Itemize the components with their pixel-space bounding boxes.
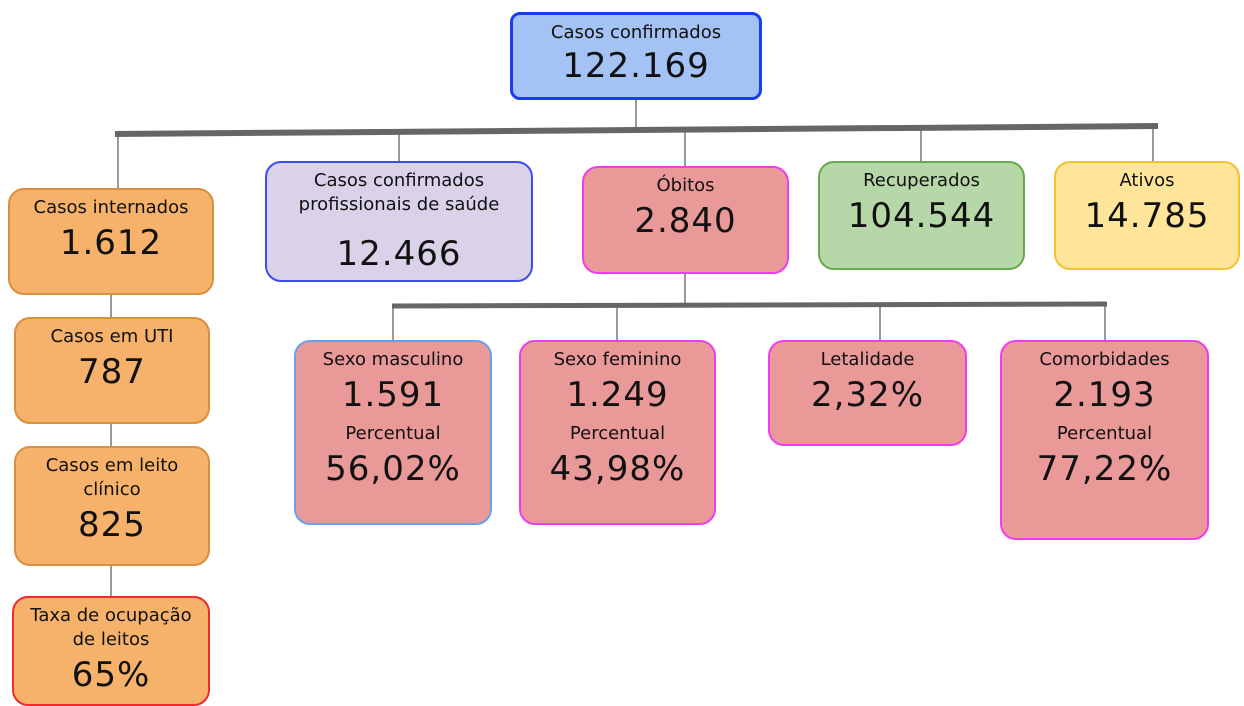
node-value: 787 bbox=[78, 352, 146, 392]
node-box: Letalidade 2,32% bbox=[768, 340, 967, 446]
node-label: Sexo feminino bbox=[553, 349, 682, 370]
node-label: Letalidade bbox=[820, 349, 915, 370]
node-box: Casos confirmados 122.169 bbox=[510, 12, 762, 100]
links bbox=[110, 100, 1154, 596]
node-label: Sexo masculino bbox=[322, 349, 464, 370]
node-sub-label: Percentual bbox=[569, 423, 666, 444]
node-value: 122.169 bbox=[562, 46, 710, 86]
node-value: 12.466 bbox=[336, 234, 462, 274]
node-label: Recuperados bbox=[863, 170, 980, 191]
node-value: 65% bbox=[71, 655, 151, 695]
node-sub-label: Percentual bbox=[1056, 423, 1153, 444]
node-label: Ativos bbox=[1119, 170, 1175, 191]
bar bbox=[114, 123, 1159, 137]
node-box: Casos confirmados profissionais de saúde… bbox=[265, 161, 533, 282]
node-sub-value: 77,22% bbox=[1036, 449, 1173, 489]
node-box: Casos em UTI 787 bbox=[14, 317, 210, 424]
node-value: 825 bbox=[78, 505, 146, 545]
node-box: Óbitos 2.840 bbox=[582, 166, 789, 274]
bar bbox=[391, 301, 1108, 309]
node-label: Comorbidades bbox=[1039, 349, 1170, 370]
node-value: 104.544 bbox=[847, 196, 996, 236]
node-box: Casos em leito clínico 825 bbox=[14, 446, 210, 566]
node-value: 2.840 bbox=[634, 201, 737, 241]
node-label: Casos em UTI bbox=[50, 326, 174, 347]
node-box: Sexo feminino 1.249 Percentual 43,98% bbox=[519, 340, 716, 525]
node-label: Casos em leito clínico bbox=[45, 455, 179, 500]
node-value: 2.193 bbox=[1053, 375, 1156, 415]
node-value: 2,32% bbox=[810, 375, 924, 415]
node-label: Casos confirmados profissionais de saúde bbox=[298, 170, 500, 215]
node-label: Taxa de ocupação de leitos bbox=[30, 605, 192, 650]
node-box: Ativos 14.785 bbox=[1054, 161, 1240, 270]
node-label: Casos confirmados bbox=[550, 22, 722, 43]
node-value: 14.785 bbox=[1084, 196, 1210, 236]
node-sub-label: Percentual bbox=[345, 423, 441, 444]
node-value: 1.249 bbox=[566, 375, 669, 415]
node-sub-value: 56,02% bbox=[325, 449, 461, 489]
node-value: 1.612 bbox=[59, 223, 163, 263]
node-box: Casos internados 1.612 bbox=[8, 188, 214, 295]
node-label: Óbitos bbox=[656, 175, 715, 196]
node-box: Recuperados 104.544 bbox=[818, 161, 1025, 270]
node-sub-value: 43,98% bbox=[549, 449, 686, 489]
node-box: Taxa de ocupação de leitos 65% bbox=[12, 596, 210, 706]
node-box: Comorbidades 2.193 Percentual 77,22% bbox=[1000, 340, 1209, 540]
node-label: Casos internados bbox=[33, 197, 189, 218]
node-value: 1.591 bbox=[341, 375, 445, 415]
node-box: Sexo masculino 1.591 Percentual 56,02% bbox=[294, 340, 492, 525]
